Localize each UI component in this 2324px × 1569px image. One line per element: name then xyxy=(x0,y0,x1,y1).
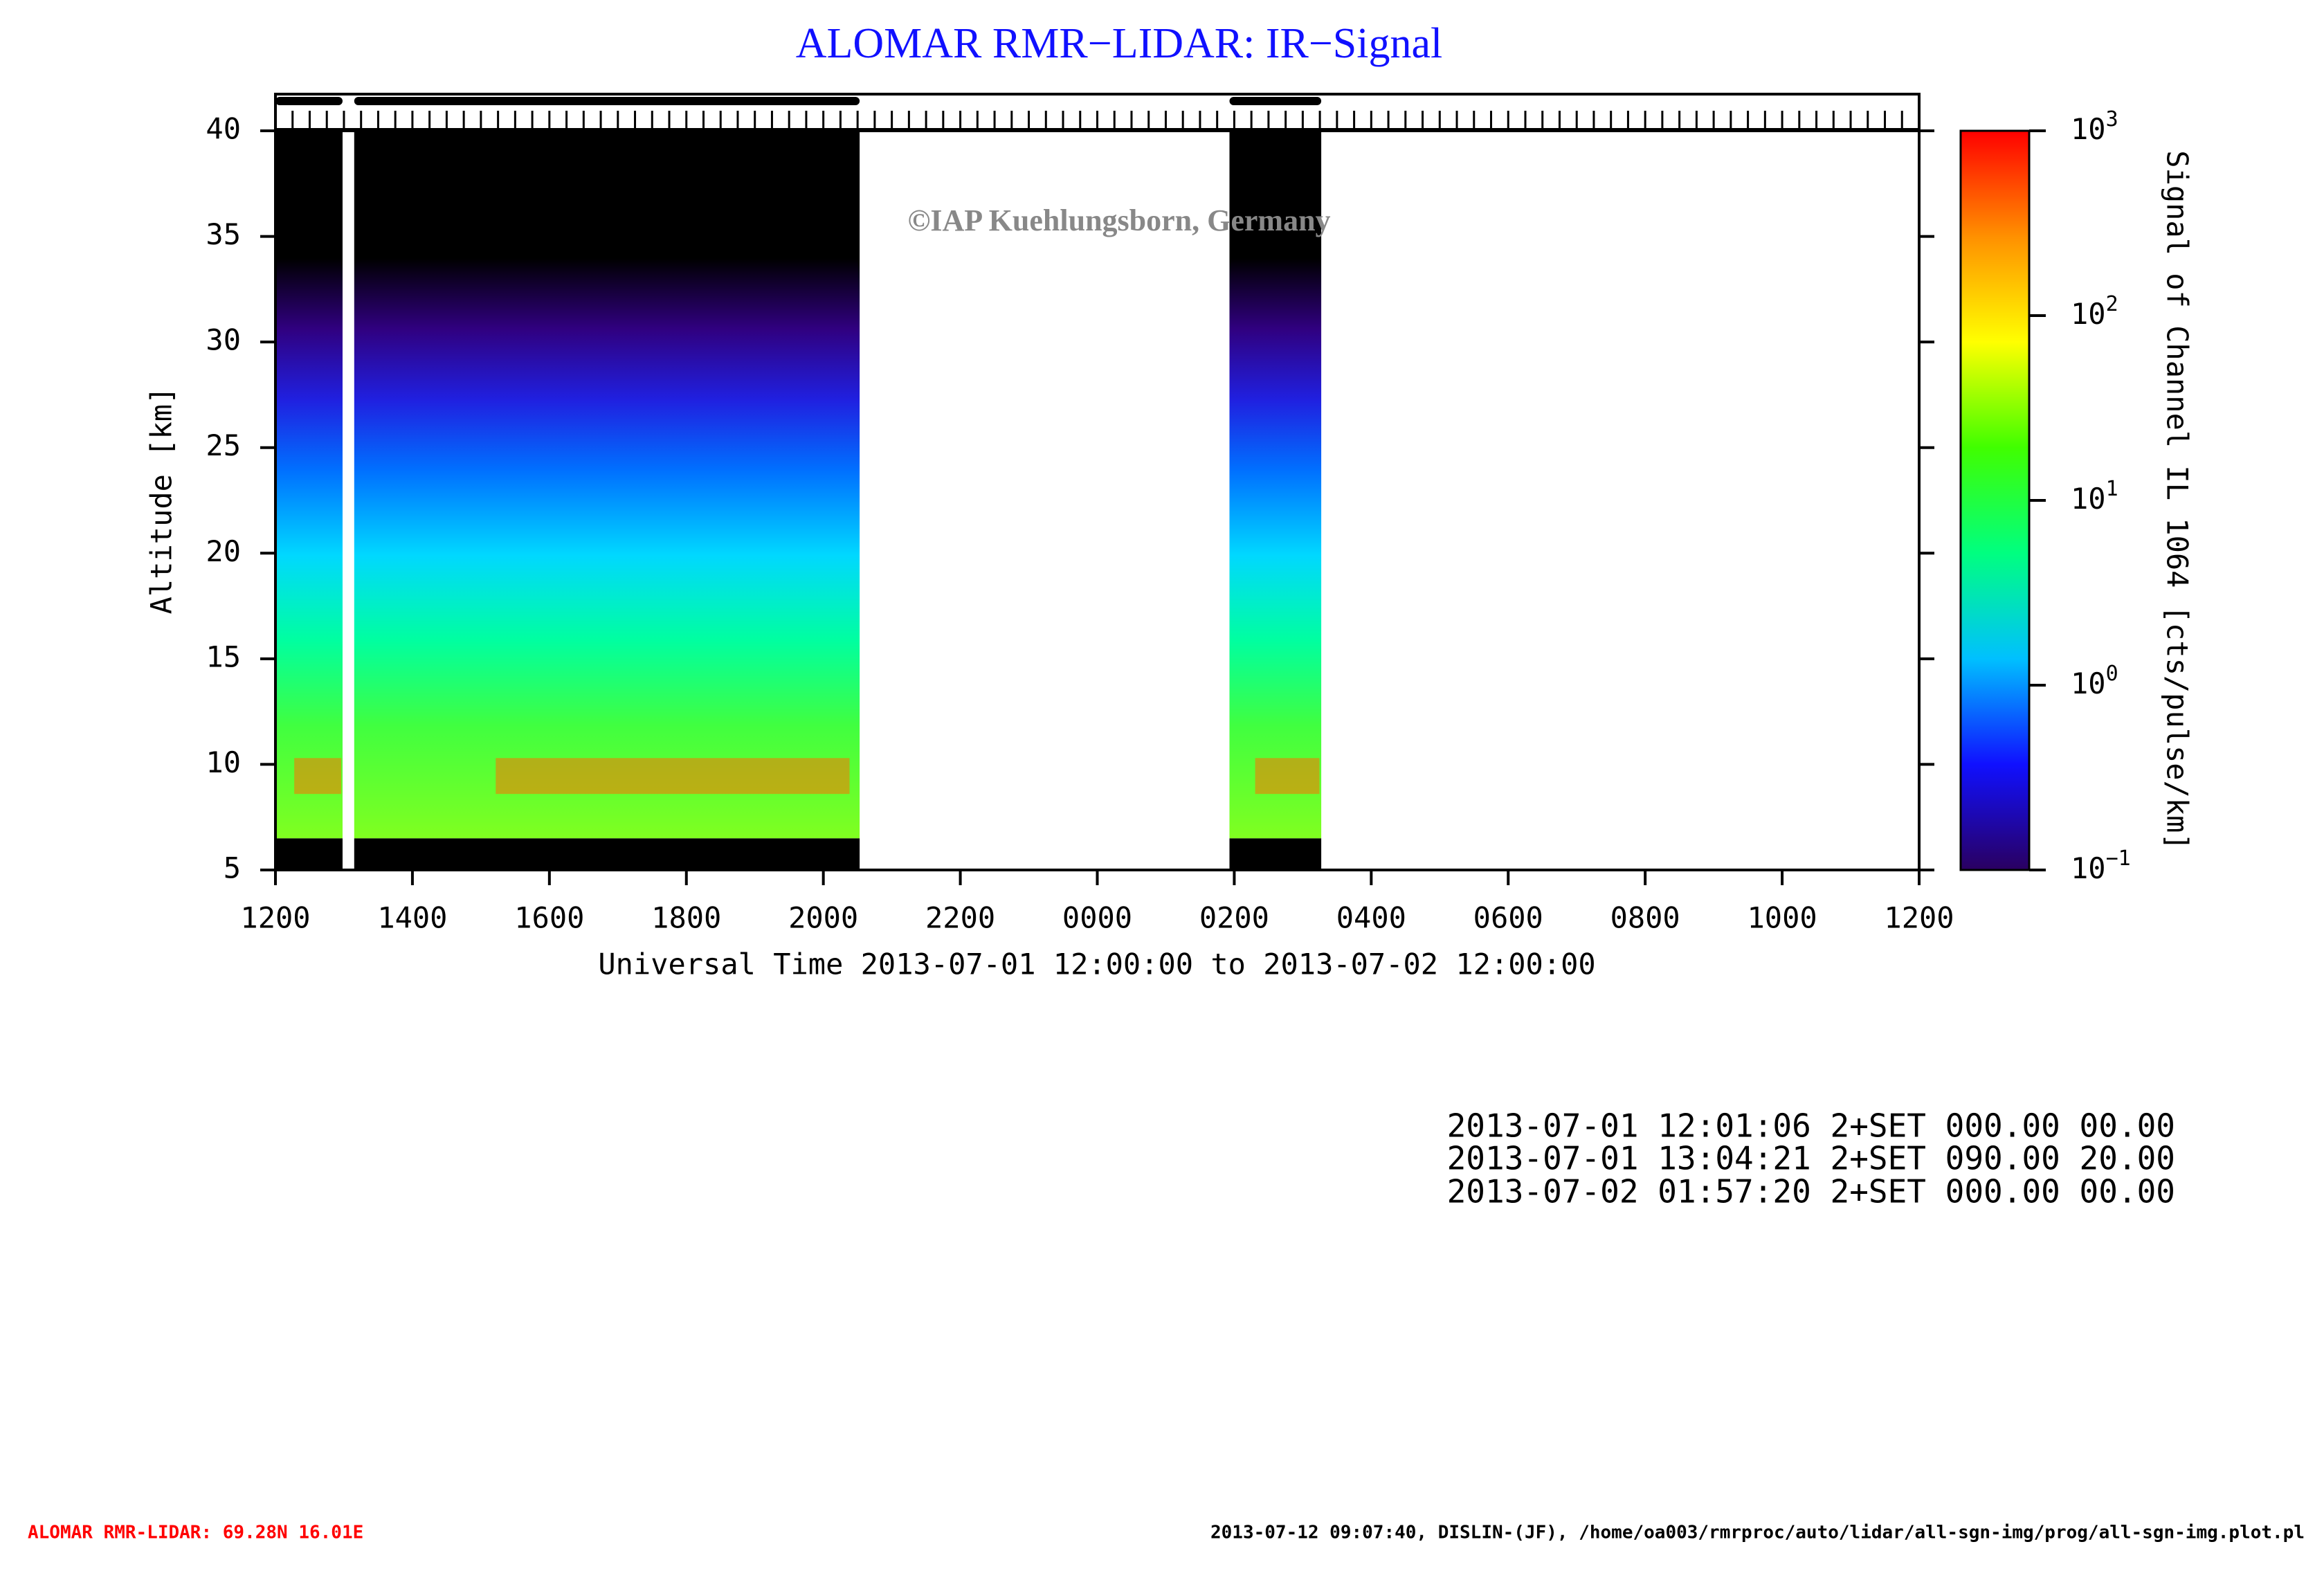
y-tick-label: 35 xyxy=(206,217,241,251)
y-axis-label: Altitude [km] xyxy=(145,387,179,615)
colorbar-label: Signal of Channel IL 1064 [cts/pulse/km] xyxy=(2161,150,2195,850)
x-tick-label: 2000 xyxy=(788,901,858,935)
settings-line: 2013-07-02 01:57:20 2+SET 000.00 00.00 xyxy=(1447,1173,2175,1210)
y-tick-label: 40 xyxy=(206,112,241,146)
cloud-band xyxy=(496,758,850,795)
y-tick-label: 10 xyxy=(206,745,241,779)
colorbar-tick-base: 10 xyxy=(2071,112,2106,146)
colorbar xyxy=(1961,131,2029,870)
settings-line: 2013-07-01 12:01:06 2+SET 000.00 00.00 xyxy=(1447,1107,2175,1145)
footer-left: ALOMAR RMR-LIDAR: 69.28N 16.01E xyxy=(28,1523,363,1543)
colorbar-tick-exponent: 3 xyxy=(2106,107,2118,131)
x-tick-label: 0800 xyxy=(1610,901,1680,935)
x-tick-label: 1000 xyxy=(1747,901,1817,935)
colorbar-tick-exponent: 1 xyxy=(2106,477,2118,501)
colorbar-tick-label: 103 xyxy=(2071,107,2118,146)
signal-column xyxy=(1229,131,1322,839)
x-tick-label: 1200 xyxy=(240,901,310,935)
colorbar-tick-exponent: 0 xyxy=(2106,662,2118,686)
x-tick-label: 0200 xyxy=(1199,901,1269,935)
floor-mask xyxy=(275,838,343,870)
signal-column xyxy=(275,131,343,839)
signal-column xyxy=(354,131,860,839)
x-tick-label: 0000 xyxy=(1062,901,1132,935)
cloud-band xyxy=(294,758,342,795)
x-tick-label: 0600 xyxy=(1473,901,1543,935)
y-tick-label: 30 xyxy=(206,323,241,357)
colorbar-tick-label: 100 xyxy=(2071,662,2118,700)
chart-title: ALOMAR RMR−LIDAR: IR−Signal xyxy=(796,20,1443,67)
settings-line: 2013-07-01 13:04:21 2+SET 090.00 20.00 xyxy=(1447,1140,2175,1177)
colorbar-tick-base: 10 xyxy=(2071,851,2106,885)
x-tick-label: 1600 xyxy=(514,901,584,935)
x-tick-label: 2200 xyxy=(925,901,995,935)
watermark: ©IAP Kuehlungsborn, Germany xyxy=(907,203,1330,237)
footer-right: 2013-07-12 09:07:40, DISLIN-(JF), /home/… xyxy=(1210,1523,2305,1543)
colorbar-tick-base: 10 xyxy=(2071,666,2106,700)
x-tick-label: 1200 xyxy=(1884,901,1954,935)
colorbar-tick-base: 10 xyxy=(2071,482,2106,516)
y-tick-label: 15 xyxy=(206,640,241,673)
colorbar-tick-label: 101 xyxy=(2071,477,2118,516)
x-tick-label: 1800 xyxy=(651,901,721,935)
y-tick-label: 25 xyxy=(206,428,241,462)
colorbar-tick-base: 10 xyxy=(2071,297,2106,331)
strip-bar xyxy=(354,97,860,105)
colorbar-tick-label: 10−1 xyxy=(2071,846,2131,885)
colorbar-tick-exponent: 2 xyxy=(2106,292,2118,316)
colorbar-tick-label: 102 xyxy=(2071,292,2118,331)
floor-mask xyxy=(354,838,860,870)
x-tick-label: 1400 xyxy=(377,901,447,935)
strip-bar xyxy=(275,97,343,105)
y-tick-label: 5 xyxy=(224,851,241,885)
cloud-band xyxy=(1255,758,1320,795)
strip-bar xyxy=(1229,97,1322,105)
y-tick-label: 20 xyxy=(206,534,241,568)
x-axis-label: Universal Time 2013-07-01 12:00:00 to 20… xyxy=(598,947,1595,981)
colorbar-tick-exponent: −1 xyxy=(2106,846,2131,871)
floor-mask xyxy=(1229,838,1322,870)
x-tick-label: 0400 xyxy=(1336,901,1406,935)
